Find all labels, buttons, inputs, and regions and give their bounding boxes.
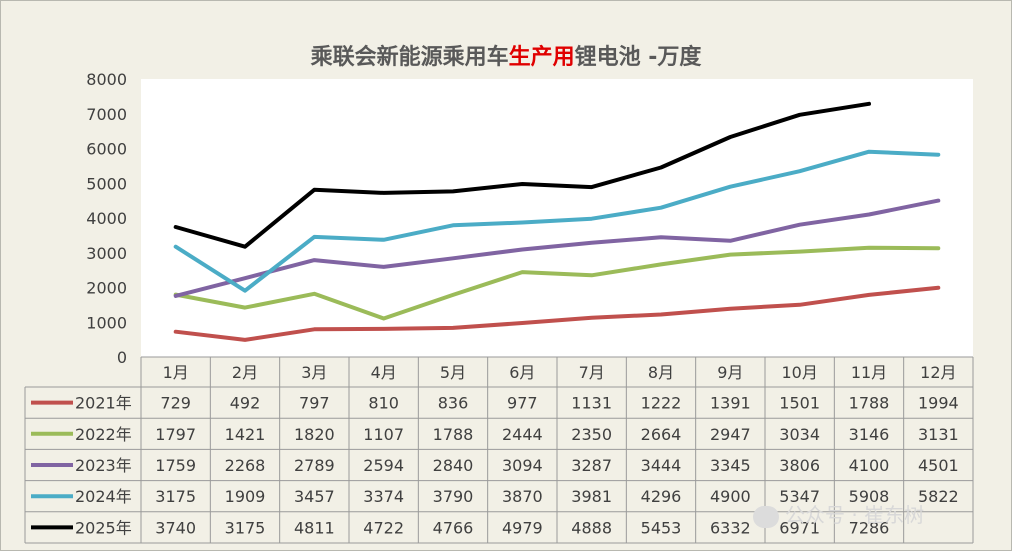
x-tick-label: 6月 xyxy=(509,363,535,382)
table-cell-value: 3374 xyxy=(363,487,404,506)
table-cell-value: 1391 xyxy=(710,394,751,413)
table-cell-value: 2840 xyxy=(433,456,474,475)
table-cell-value: 5822 xyxy=(918,487,959,506)
table-cell-value: 1131 xyxy=(571,394,612,413)
table-cell-value: 1222 xyxy=(641,394,682,413)
table-cell-value: 3034 xyxy=(779,425,820,444)
table-cell-value: 1909 xyxy=(225,487,266,506)
table-cell-value: 3345 xyxy=(710,456,751,475)
y-tick-label: 2000 xyxy=(86,279,127,298)
series-line xyxy=(173,198,941,298)
wechat-icon xyxy=(753,505,779,528)
series-line xyxy=(173,149,941,293)
table-cell-value: 729 xyxy=(160,394,191,413)
table-cell-value: 6332 xyxy=(710,518,751,537)
table-cell-value: 7286 xyxy=(849,518,890,537)
watermark-text: 公众号 · 崔东树 xyxy=(785,503,925,527)
table-cell-value: 1788 xyxy=(849,394,890,413)
table-cell-value: 1788 xyxy=(433,425,474,444)
table-cell-value: 6971 xyxy=(779,518,820,537)
table-cell-value: 3175 xyxy=(225,518,266,537)
watermark: 公众号 · 崔东树 xyxy=(753,499,993,529)
table-cell-value: 977 xyxy=(507,394,538,413)
table-cell-value: 836 xyxy=(438,394,469,413)
y-tick-label: 4000 xyxy=(86,209,127,228)
table-cell-value: 2594 xyxy=(363,456,404,475)
table-cell-value: 3094 xyxy=(502,456,543,475)
legend-label: 2023年 xyxy=(75,456,132,475)
table-cell-value: 4766 xyxy=(433,518,474,537)
table-cell-value: 4722 xyxy=(363,518,404,537)
table-cell-value: 1994 xyxy=(918,394,959,413)
x-tick-label: 9月 xyxy=(717,363,743,382)
x-tick-label: 4月 xyxy=(371,363,397,382)
x-tick-label: 11月 xyxy=(851,363,887,382)
table-cell-value: 5347 xyxy=(779,487,820,506)
table-cell-value: 3146 xyxy=(849,425,890,444)
x-tick-label: 5月 xyxy=(440,363,466,382)
table-cell-value: 3981 xyxy=(571,487,612,506)
table-cell-value: 3870 xyxy=(502,487,543,506)
table-cell-value: 2350 xyxy=(571,425,612,444)
legend-label: 2021年 xyxy=(75,394,132,413)
x-tick-label: 1月 xyxy=(163,363,189,382)
table-cell-value: 4888 xyxy=(571,518,612,537)
table-cell-value: 3175 xyxy=(155,487,196,506)
table-cell-value: 5908 xyxy=(849,487,890,506)
table-cell-value: 2789 xyxy=(294,456,335,475)
x-tick-label: 7月 xyxy=(579,363,605,382)
y-tick-label: 6000 xyxy=(86,140,127,159)
table-cell-value: 2268 xyxy=(225,456,266,475)
series-line xyxy=(173,245,941,321)
table-cell-value: 2664 xyxy=(641,425,682,444)
x-tick-label: 3月 xyxy=(301,363,327,382)
y-tick-label: 7000 xyxy=(86,105,127,124)
series-line xyxy=(173,285,941,342)
table-cell-value: 3740 xyxy=(155,518,196,537)
table-cell-value: 3131 xyxy=(918,425,959,444)
x-tick-label: 12月 xyxy=(920,363,956,382)
title-highlight: 生产用 xyxy=(508,45,575,70)
table-cell-value: 3287 xyxy=(571,456,612,475)
table-cell-value: 1107 xyxy=(363,425,404,444)
table-cell-value: 5453 xyxy=(641,518,682,537)
table-cell-value: 3444 xyxy=(641,456,682,475)
series-line xyxy=(173,101,871,249)
title-main: 乘联会新能源乘用车 xyxy=(310,45,509,70)
y-tick-label: 0 xyxy=(117,348,127,367)
x-tick-label: 2月 xyxy=(232,363,258,382)
table-cell-value: 1421 xyxy=(225,425,266,444)
table-cell-value: 3457 xyxy=(294,487,335,506)
x-tick-label: 8月 xyxy=(648,363,674,382)
table-cell-value: 1797 xyxy=(155,425,196,444)
y-tick-label: 5000 xyxy=(86,174,127,193)
table-cell-value: 4501 xyxy=(918,456,959,475)
table-cell-value: 492 xyxy=(230,394,261,413)
table-cell-value: 810 xyxy=(368,394,399,413)
table-cell-value: 4811 xyxy=(294,518,335,537)
legend-label: 2024年 xyxy=(75,487,132,506)
table-cell-value: 1501 xyxy=(779,394,820,413)
table-cell-value: 2444 xyxy=(502,425,543,444)
table-cell-value: 4100 xyxy=(849,456,890,475)
y-tick-label: 3000 xyxy=(86,244,127,263)
x-tick-label: 10月 xyxy=(781,363,817,382)
chart-title: 乘联会新能源乘用车生产用锂电池 -万度 xyxy=(1,39,1011,71)
legend-label: 2022年 xyxy=(75,425,132,444)
table-cell-value: 797 xyxy=(299,394,330,413)
legend-label: 2025年 xyxy=(75,518,132,537)
table-cell-value: 3790 xyxy=(433,487,474,506)
table-cell-value: 1820 xyxy=(294,425,335,444)
table-cell-value: 4979 xyxy=(502,518,543,537)
table-cell-value: 2947 xyxy=(710,425,751,444)
table-cell-value: 4900 xyxy=(710,487,751,506)
table-cell-value: 1759 xyxy=(155,456,196,475)
y-tick-label: 1000 xyxy=(86,313,127,332)
title-suffix: 锂电池 -万度 xyxy=(574,45,702,70)
table-cell-value: 4296 xyxy=(641,487,682,506)
table-cell-value: 3806 xyxy=(779,456,820,475)
y-tick-label: 8000 xyxy=(86,70,127,89)
